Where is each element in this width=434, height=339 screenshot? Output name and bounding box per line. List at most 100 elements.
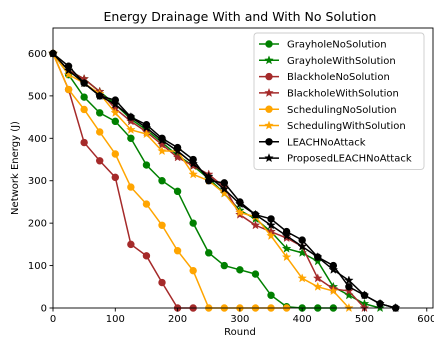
y-tick-label: 600	[28, 49, 47, 60]
data-point-SchedulingNoSolution	[127, 183, 135, 191]
data-point-ProposedLEACHNoAttack	[328, 264, 339, 274]
data-point-SchedulingNoSolution	[158, 221, 166, 229]
data-point-SchedulingNoSolution	[189, 266, 197, 275]
x-axis-label: Round	[224, 327, 256, 338]
data-point-GrayholeNoSolution	[189, 219, 197, 227]
legend-item-GrayholeNoSolution: GrayholeNoSolution	[259, 40, 387, 51]
data-point-GrayholeNoSolution	[96, 109, 104, 117]
data-point-ProposedLEACHNoAttack	[63, 65, 74, 75]
data-point-BlackholeNoSolution	[111, 173, 119, 182]
legend-marker	[265, 105, 273, 113]
data-point-GrayholeNoSolution	[80, 93, 88, 101]
y-tick-label: 500	[28, 91, 47, 102]
data-point-GrayholeNoSolution	[220, 261, 229, 270]
y-axis-label: Network Energy (J)	[10, 121, 21, 215]
data-point-BlackholeWithSolution	[344, 286, 354, 296]
data-point-ProposedLEACHNoAttack	[79, 78, 89, 88]
y-tick-label: 300	[28, 176, 47, 187]
data-point-GrayholeNoSolution	[267, 291, 275, 299]
data-point-BlackholeNoSolution	[80, 138, 88, 147]
x-tick-label: 300	[230, 314, 249, 325]
data-point-GrayholeNoSolution	[205, 249, 213, 257]
data-point-GrayholeNoSolution	[251, 270, 260, 278]
x-tick-label: 600	[417, 314, 434, 325]
plot-area	[48, 48, 401, 313]
legend-label: BlackholeNoSolution	[287, 72, 390, 83]
data-point-LEACHNoAttack	[345, 283, 353, 291]
y-tick-label: 100	[28, 261, 47, 272]
data-point-SchedulingNoSolution	[64, 85, 73, 94]
legend-marker	[264, 120, 274, 130]
data-point-SchedulingWithSolution	[297, 273, 307, 283]
legend-item-SchedulingWithSolution: SchedulingWithSolution	[259, 120, 406, 132]
data-point-ProposedLEACHNoAttack	[359, 290, 370, 300]
data-point-ProposedLEACHNoAttack	[141, 122, 152, 132]
data-point-GrayholeNoSolution	[127, 134, 135, 143]
legend-marker	[265, 72, 273, 81]
series-line-SchedulingNoSolution	[52, 53, 287, 309]
x-tick-label: 100	[106, 314, 125, 325]
data-point-ProposedLEACHNoAttack	[250, 209, 261, 219]
y-tick-label: 400	[28, 134, 47, 145]
legend-box	[253, 32, 425, 170]
legend-label: ProposedLEACHNoAttack	[287, 154, 412, 165]
axes: 0 100 200 300 400 500 600 0 100 200 300 400 500 600	[28, 27, 434, 325]
data-point-GrayholeWithSolution	[281, 243, 292, 253]
legend-item-BlackholeWithSolution: BlackholeWithSolution	[259, 87, 399, 100]
data-point-ProposedLEACHNoAttack	[110, 99, 121, 109]
legend-marker	[264, 87, 274, 97]
data-point-SchedulingNoSolution	[111, 150, 119, 158]
legend-label: SchedulingNoSolution	[287, 105, 397, 116]
legend-label: LEACHNoAttack	[287, 137, 366, 148]
data-point-ProposedLEACHNoAttack	[375, 298, 385, 308]
data-point-BlackholeWithSolution	[313, 273, 323, 283]
data-point-ProposedLEACHNoAttack	[126, 112, 136, 122]
plot-frame	[52, 27, 434, 309]
data-point-SchedulingWithSolution	[328, 286, 339, 296]
legend-marker	[265, 138, 273, 146]
x-tick-label: 500	[355, 314, 374, 325]
data-point-SchedulingWithSolution	[235, 207, 245, 217]
data-point-ProposedLEACHNoAttack	[313, 252, 323, 262]
data-point-ProposedLEACHNoAttack	[235, 199, 245, 209]
data-point-SchedulingNoSolution	[142, 200, 151, 208]
data-point-SchedulingWithSolution	[157, 146, 167, 156]
data-point-BlackholeWithSolution	[250, 220, 261, 230]
data-point-SchedulingWithSolution	[110, 107, 121, 117]
data-point-GrayholeNoSolution	[158, 177, 166, 185]
data-point-SchedulingNoSolution	[80, 105, 88, 114]
data-point-SchedulingWithSolution	[126, 124, 136, 134]
data-point-BlackholeNoSolution	[127, 240, 135, 249]
legend-label: GrayholeNoSolution	[287, 40, 387, 51]
legend-item-ProposedLEACHNoAttack: ProposedLEACHNoAttack	[259, 153, 412, 165]
x-tick-label: 400	[293, 314, 312, 325]
data-point-ProposedLEACHNoAttack	[94, 90, 105, 100]
data-point-ProposedLEACHNoAttack	[344, 275, 354, 285]
legend-item-BlackholeNoSolution: BlackholeNoSolution	[259, 72, 390, 83]
legend-item-SchedulingNoSolution: SchedulingNoSolution	[259, 105, 397, 116]
data-point-GrayholeNoSolution	[236, 266, 244, 274]
data-point-SchedulingWithSolution	[313, 281, 323, 291]
legend: GrayholeNoSolution GrayholeWithSolution Bl…	[253, 32, 425, 170]
data-point-BlackholeNoSolution	[158, 278, 166, 287]
data-point-SchedulingWithSolution	[188, 169, 198, 179]
data-point-SchedulingWithSolution	[266, 230, 276, 240]
data-point-ProposedLEACHNoAttack	[266, 220, 276, 230]
data-point-ProposedLEACHNoAttack	[204, 171, 214, 181]
data-point-ProposedLEACHNoAttack	[172, 146, 183, 156]
legend-item-LEACHNoAttack: LEACHNoAttack	[259, 137, 366, 148]
data-point-GrayholeNoSolution	[173, 187, 182, 196]
data-point-SchedulingWithSolution	[141, 129, 152, 139]
y-tick-label: 0	[41, 304, 47, 315]
data-point-SchedulingWithSolution	[281, 252, 292, 262]
data-point-SchedulingNoSolution	[96, 128, 104, 136]
legend-label: BlackholeWithSolution	[287, 89, 399, 100]
data-point-ProposedLEACHNoAttack	[157, 135, 167, 145]
y-tick-label: 200	[28, 219, 47, 230]
legend-item-GrayholeWithSolution: GrayholeWithSolution	[259, 55, 396, 67]
data-point-BlackholeNoSolution	[96, 157, 104, 165]
data-point-GrayholeNoSolution	[111, 117, 119, 126]
data-point-ProposedLEACHNoAttack	[297, 241, 307, 251]
data-point-GrayholeNoSolution	[142, 161, 151, 169]
